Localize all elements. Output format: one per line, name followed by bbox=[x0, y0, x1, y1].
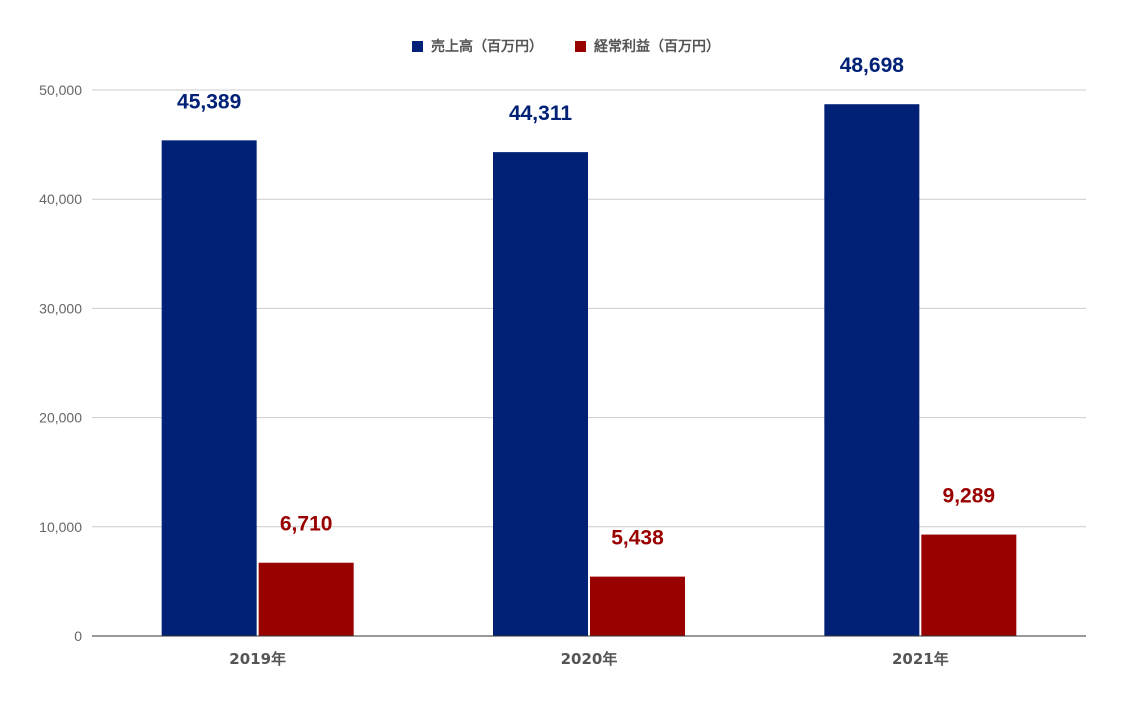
y-tick-label: 10,000 bbox=[39, 519, 82, 535]
x-tick-label: 2021年 bbox=[892, 650, 949, 668]
bar bbox=[161, 140, 257, 637]
bar bbox=[921, 534, 1017, 636]
legend-label-ordinary-profit: 経常利益（百万円） bbox=[594, 39, 720, 55]
y-tick-label: 0 bbox=[74, 628, 82, 644]
bar bbox=[493, 152, 588, 636]
legend-item-ordinary-profit[interactable]: 経常利益（百万円） bbox=[575, 36, 720, 56]
legend-item-sales[interactable]: 売上高（百万円） bbox=[412, 36, 543, 56]
data-label: 9,289 bbox=[943, 485, 996, 508]
data-label: 6,710 bbox=[280, 513, 333, 536]
x-tick-label: 2019年 bbox=[229, 650, 286, 668]
y-tick-label: 20,000 bbox=[39, 410, 82, 426]
x-tick-label: 2020年 bbox=[561, 650, 618, 668]
y-tick-label: 50,000 bbox=[39, 82, 82, 98]
chart-legend: 売上高（百万円） 経常利益（百万円） bbox=[0, 36, 1122, 56]
legend-swatch-ordinary-profit bbox=[575, 40, 586, 52]
legend-swatch-sales bbox=[412, 40, 423, 52]
bar bbox=[258, 562, 354, 636]
y-tick-label: 30,000 bbox=[39, 300, 82, 316]
legend-label-sales: 売上高（百万円） bbox=[431, 39, 543, 55]
data-label: 45,389 bbox=[177, 90, 241, 113]
data-label: 44,311 bbox=[509, 102, 572, 125]
bar bbox=[590, 576, 685, 636]
y-tick-label: 40,000 bbox=[39, 191, 82, 207]
bar bbox=[824, 104, 920, 637]
data-label: 48,698 bbox=[840, 54, 905, 77]
data-label: 5,438 bbox=[611, 527, 664, 550]
